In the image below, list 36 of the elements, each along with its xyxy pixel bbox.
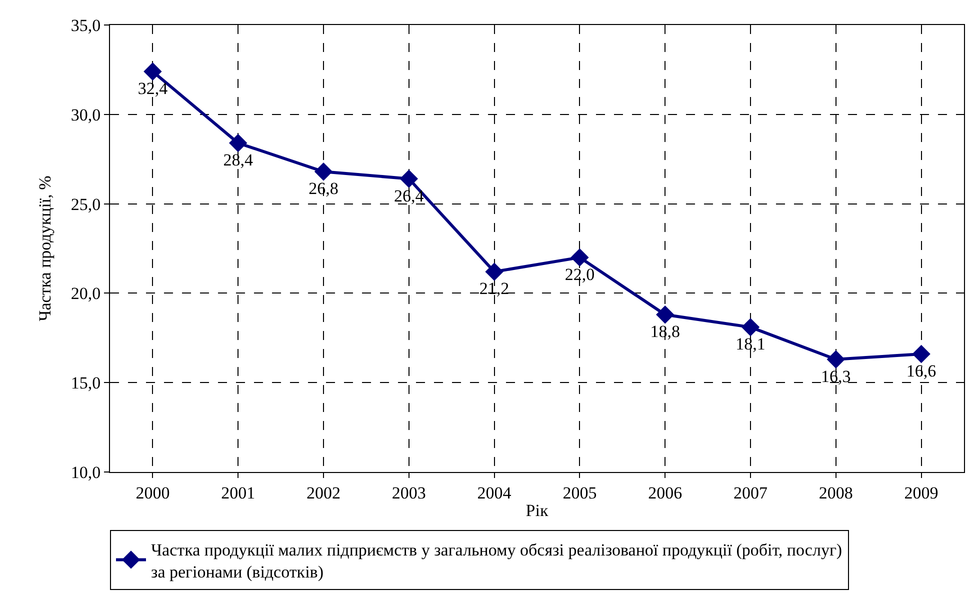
x-tick-label: 2002 [306,483,340,502]
point [144,62,162,81]
x-tick-label: 2006 [648,483,682,502]
point [314,162,333,181]
data-label: 21,2 [479,279,510,298]
point [656,306,674,324]
point [229,134,248,152]
y-tick-label: 25,0 [70,194,101,214]
y-tick-label: 20,0 [70,284,101,304]
data-label: 26,4 [394,186,424,206]
x-tick-label: 2004 [477,483,512,502]
point [485,262,504,281]
x-tick-label: 2003 [392,483,426,502]
point [741,318,760,336]
point [570,248,589,267]
point [826,350,845,368]
point [912,344,930,364]
legend-label: Частка продукції малих підприємств у загальному обсязі реалізованої продукції (робіт, послуг) за регіонами (відсотків) [151,540,842,582]
x-tick-label: 2005 [562,483,597,502]
data-label: 22,0 [564,264,595,284]
x-tick-label: 2009 [904,483,938,502]
y-tick-label: 30,0 [70,105,101,124]
data-label: 18,1 [736,334,766,354]
x-tick-label: 2000 [136,483,170,502]
data-label: 16,3 [821,366,851,386]
data-label: 18,8 [650,322,680,342]
data-label: 26,8 [308,179,338,198]
x-axis-title: Рік [526,500,549,520]
point [400,170,418,188]
y-axis-title: Частка продукції, % [35,176,54,322]
y-tick-label: 10,0 [70,462,101,482]
y-tick-label: 15,0 [70,374,101,393]
y-tick-label: 35,0 [70,16,101,35]
x-tick-label: 2008 [818,483,853,502]
x-tick-label: 2007 [734,483,768,502]
x-tick-label: 2001 [221,483,256,502]
